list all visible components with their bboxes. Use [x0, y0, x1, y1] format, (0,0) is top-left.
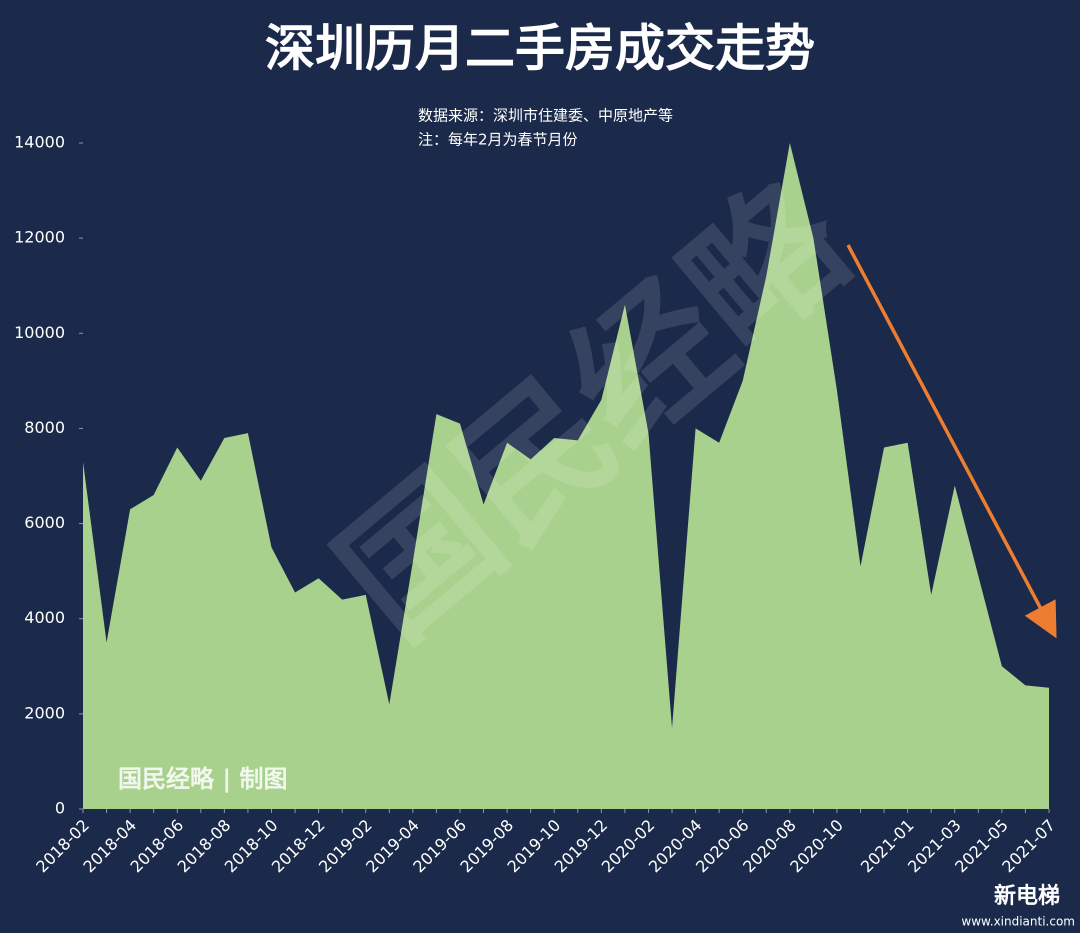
trend-arrow	[846, 244, 1057, 639]
y-tick-label: 14000	[14, 133, 65, 152]
area	[83, 143, 1049, 809]
subtitle: 注：每年2月为春节月份	[418, 131, 578, 149]
y-tick-label: 8000	[24, 418, 65, 437]
logo-url: www.xindianti.com	[961, 915, 1075, 929]
y-tick-label: 10000	[14, 323, 65, 342]
y-tick-label: 0	[55, 799, 65, 818]
y-tick-label: 12000	[14, 228, 65, 247]
y-tick-label: 2000	[24, 703, 65, 722]
logo: 新电梯	[994, 883, 1060, 909]
credit: 国民经略 | 制图	[118, 765, 287, 793]
y-tick-label: 6000	[24, 513, 65, 532]
subtitle: 数据来源：深圳市住建委、中原地产等	[418, 107, 673, 125]
y-tick-label: 4000	[24, 608, 65, 627]
chart-title: 深圳历月二手房成交走势	[265, 20, 815, 78]
